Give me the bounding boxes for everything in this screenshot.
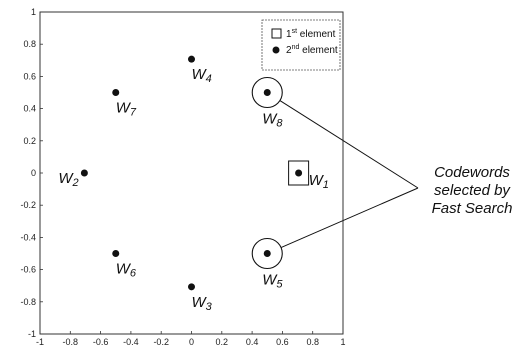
point-label-w4: W4	[192, 66, 212, 85]
codeword-dot	[295, 169, 303, 177]
annotation-leader-line	[279, 100, 419, 189]
codeword-dot	[188, 283, 195, 291]
annotation-leader-line	[280, 187, 419, 248]
annotation-line: selected by	[434, 182, 511, 199]
legend-box	[261, 19, 341, 71]
x-tick-label: -1	[36, 337, 44, 347]
annotation-line: Codewords	[434, 164, 510, 181]
point-label-w6: W6	[116, 261, 137, 280]
y-tick-label: -0.8	[20, 297, 36, 307]
annotation-line: Fast Search	[432, 200, 513, 217]
selection-square	[288, 160, 310, 186]
y-tick-label: 0	[31, 168, 36, 178]
point-w1: W1	[288, 160, 329, 191]
y-tick-label: 0.6	[23, 71, 36, 81]
codeword-dot	[263, 89, 271, 96]
point-w5: W5	[251, 237, 283, 291]
x-tick-label: 0.6	[276, 337, 289, 347]
x-tick-label: -0.4	[123, 337, 139, 347]
legend-second-element-label: 2nd element	[286, 44, 338, 56]
legend-square-marker	[271, 28, 282, 39]
point-w4: W4	[188, 55, 212, 85]
point-w3: W3	[188, 283, 213, 313]
x-tick-label: 0.4	[246, 337, 259, 347]
y-tick-label: 0.8	[23, 39, 36, 49]
point-w6: W6	[112, 250, 137, 280]
y-tick-label: -1	[28, 329, 36, 339]
point-w7: W7	[112, 89, 137, 119]
point-label-w2: W2	[58, 170, 78, 189]
x-tick-label: 0	[189, 337, 194, 347]
x-tick-label: 1	[340, 337, 345, 347]
point-label-w3: W3	[192, 294, 213, 313]
legend-dot-marker	[272, 46, 280, 54]
legend: 1st element 2nd element	[261, 19, 341, 71]
y-tick-label: 0.4	[23, 104, 36, 114]
codeword-dot	[112, 250, 120, 257]
y-tick-label: 0.2	[23, 136, 36, 146]
codeword-dot	[188, 55, 195, 63]
x-tick-label: -0.2	[153, 337, 169, 347]
selection-circle	[251, 237, 283, 270]
codeword-dot	[80, 169, 88, 177]
selection-circle	[251, 76, 283, 109]
data-points: W1 W2 W3 W4 W5 W6 W7 W8	[58, 55, 329, 313]
point-label-w5: W5	[262, 272, 283, 291]
point-label-w8: W8	[262, 111, 283, 130]
x-tick-label: -0.8	[63, 337, 79, 347]
y-tick-label: -0.4	[20, 232, 36, 242]
x-tick-label: 0.8	[306, 337, 319, 347]
y-tick-label: -0.6	[20, 265, 36, 275]
x-tick-label: -0.6	[93, 337, 109, 347]
axis-ticks: -1 -0.8 -0.6 -0.4 -0.2 0 0.2 0.4 0.6 0.8 1 1 0.8 0.6 0…	[20, 7, 345, 347]
y-tick-label: -0.2	[20, 200, 36, 210]
codeword-dot	[263, 250, 271, 257]
point-label-w1: W1	[309, 172, 329, 191]
point-w2: W2	[58, 169, 88, 189]
point-w8: W8	[251, 76, 283, 130]
point-label-w7: W7	[116, 100, 137, 119]
y-tick-label: 1	[31, 7, 36, 17]
legend-first-element-label: 1st element	[286, 28, 336, 40]
codeword-dot	[112, 89, 120, 96]
x-tick-label: 0.2	[216, 337, 229, 347]
